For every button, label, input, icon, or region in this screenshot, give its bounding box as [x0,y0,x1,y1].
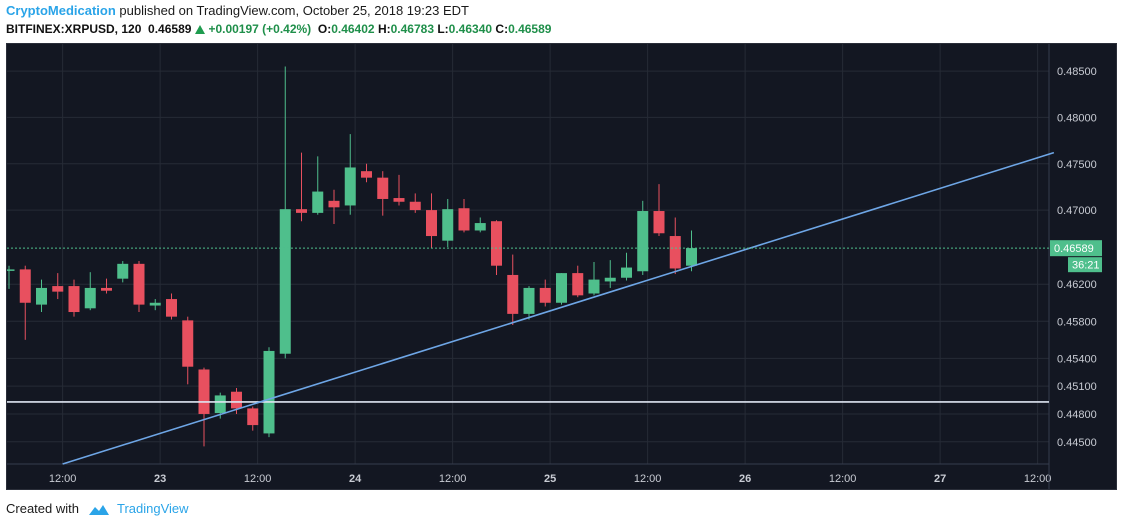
candle-body [263,350,275,434]
y-tick-label: 0.47000 [1057,205,1097,217]
high-value: 0.46783 [390,22,434,36]
footer: Created with TradingView [6,499,189,519]
candle-body [68,286,80,313]
symbol-label: BITFINEX:XRPUSD, 120 [6,22,142,36]
x-tick-label: 27 [934,473,946,485]
candle-body [637,211,649,272]
price-change: +0.00197 (+0.42%) [208,22,312,36]
y-tick-label: 0.48000 [1057,112,1097,124]
candle-body [539,287,551,303]
x-tick-label: 12:00 [829,473,857,485]
candle-body [458,208,470,231]
candle-body [572,273,584,296]
x-tick-label: 12:00 [49,473,77,485]
author-link[interactable]: CryptoMedication [6,3,116,18]
candle-body [409,201,421,211]
candle-body [344,167,356,206]
chart-header: CryptoMedication published on TradingVie… [6,2,1116,38]
candle-body [474,223,486,231]
candle-body [296,209,307,213]
candle-body [84,287,96,309]
candle-body [52,286,64,292]
candle-body [36,287,47,305]
open-label: O: [317,22,332,36]
candle-body [653,211,665,234]
chart-background [7,44,1116,489]
up-arrow-icon [195,25,206,34]
y-tick-label: 0.45100 [1057,381,1097,393]
last-price: 0.46589 [148,22,192,36]
created-with-text: Created with [6,501,79,516]
publish-line: CryptoMedication published on TradingVie… [6,2,1116,20]
chart-area[interactable]: 0.48500 0.48000 0.47500 0.47000 0.46200 0.458… [6,43,1117,490]
x-tick-label: 26 [739,473,751,485]
close-label: C: [495,22,509,36]
candle-body [279,209,291,354]
candle-body [491,221,502,266]
y-tick-label: 0.46200 [1057,279,1097,291]
candle-body [214,395,226,414]
y-tick-label: 0.44800 [1057,409,1097,421]
candle-body [556,273,567,303]
close-value: 0.46589 [508,22,552,36]
x-tick-label: 25 [544,473,556,485]
x-tick-label: 12:00 [244,473,272,485]
x-tick-label: 24 [349,473,362,485]
candle-body [312,191,324,213]
candle-body [328,200,340,208]
open-value: 0.46402 [331,22,375,36]
current-price-label: 0.46589 [1054,243,1094,255]
candle-body [442,209,454,241]
candle-body [101,287,112,291]
tradingview-logo-icon[interactable] [87,503,111,523]
candle-body [117,263,129,279]
candlestick-chart[interactable]: 0.48500 0.48000 0.47500 0.47000 0.46200 0.458… [7,44,1116,489]
candle-body [7,269,15,271]
candle-body [588,279,600,294]
candle-body [361,171,372,178]
current-price-tag [1050,240,1102,257]
x-tick-label: 12:00 [634,473,662,485]
candle-body [133,263,145,305]
trend-line [62,151,1055,465]
y-tick-label: 0.47500 [1057,159,1097,171]
low-label: L: [437,22,449,36]
candle-body [393,198,405,202]
candle-body [621,267,632,278]
candle-body [19,269,31,303]
candle-body [669,236,681,269]
candle-body [182,320,194,367]
candle-body [686,248,697,266]
low-value: 0.46340 [448,22,493,36]
y-tick-label: 0.48500 [1057,66,1097,78]
candle-body [198,369,210,414]
symbol-line: BITFINEX:XRPUSD, 120 0.46589 +0.00197 (+0… [6,20,1116,38]
x-tick-label: 23 [154,473,166,485]
countdown-label: 36:21 [1072,260,1100,272]
y-tick-label: 0.44500 [1057,437,1097,449]
tradingview-link[interactable]: TradingView [116,501,189,516]
countdown-tag [1068,257,1102,273]
y-tick-label: 0.45400 [1057,353,1097,365]
high-label: H: [377,22,391,36]
candle-body [377,177,389,199]
candle-body [507,274,519,314]
candle-body [523,287,535,314]
y-tick-label: 0.45800 [1057,316,1097,328]
published-text: published on TradingView.com, October 25… [115,3,469,18]
candle-body [426,210,437,237]
x-tick-label: 12:00 [1024,473,1052,485]
x-tick-label: 12:00 [439,473,467,485]
candle-body [604,277,616,282]
candle-body [149,302,161,306]
candle-body [166,299,177,317]
candle-body [247,408,259,426]
candle-body [231,391,242,409]
